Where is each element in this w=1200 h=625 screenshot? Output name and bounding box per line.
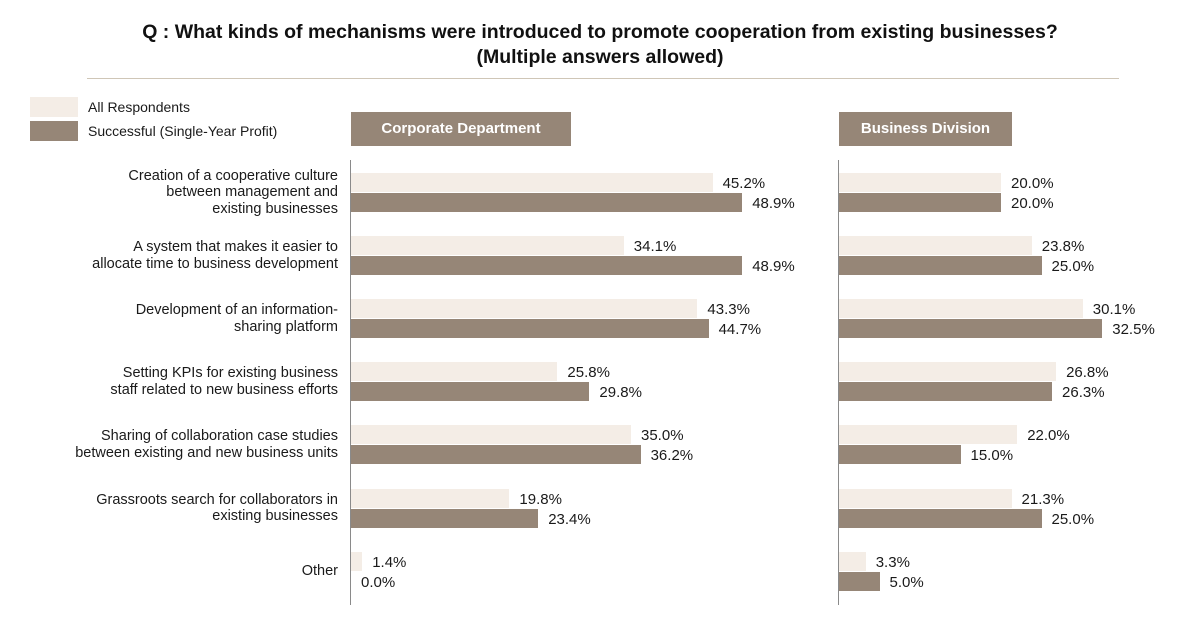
data-label-corporate-department: 35.0% xyxy=(641,427,684,445)
category-label-line: Development of an information- xyxy=(135,302,338,319)
bar-business-division-successful xyxy=(839,508,1042,528)
bar-corporate-department-all-respondents xyxy=(351,236,624,256)
data-label-corporate-department: 36.2% xyxy=(650,447,694,465)
data-label-business-division: 30.1% xyxy=(1092,301,1136,319)
bar-business-division-all-respondents xyxy=(839,488,1012,508)
category-label-line: existing businesses xyxy=(212,200,338,217)
bar-corporate-department-all-respondents xyxy=(351,362,558,382)
bar-corporate-department-successful xyxy=(351,445,641,465)
bar-business-division-all-respondents xyxy=(839,236,1032,256)
bar-corporate-department-successful xyxy=(351,382,590,402)
category-label-line: Grassroots search for collaborators in xyxy=(96,491,338,508)
data-label-corporate-department: 1.4% xyxy=(372,553,407,571)
category-label: Grassroots search for collaborators in ex… xyxy=(20,492,338,525)
category-label: Setting KPIs for existing business staff … xyxy=(20,365,338,398)
bar-business-division-successful xyxy=(839,571,880,591)
bar-corporate-department-all-respondents xyxy=(351,299,698,319)
bar-corporate-department-successful xyxy=(351,319,709,339)
data-label-business-division: 22.0% xyxy=(1027,427,1070,445)
data-label-corporate-department: 34.1% xyxy=(633,238,677,256)
bar-corporate-department-all-respondents xyxy=(351,173,713,192)
category-label: Sharing of collaboration case studies bet… xyxy=(20,428,338,461)
data-label-corporate-department: 0.0% xyxy=(361,573,396,591)
panel-header-corporate-department: Corporate Department xyxy=(351,112,571,146)
bar-business-division-all-respondents xyxy=(839,173,1001,192)
category-label-line: staff related to new business efforts xyxy=(110,381,338,398)
category-label-line: A system that makes it easier to xyxy=(133,239,338,256)
data-label-corporate-department: 48.9% xyxy=(752,258,795,276)
bar-business-division-all-respondents xyxy=(839,551,866,571)
title-divider xyxy=(87,78,1119,79)
data-label-business-division: 23.8% xyxy=(1041,238,1085,256)
category-label: A system that makes it easier to allocate… xyxy=(20,239,338,272)
category-label-line: existing businesses xyxy=(212,508,338,524)
data-label-business-division: 15.0% xyxy=(970,447,1014,465)
bar-corporate-department-all-respondents xyxy=(351,488,510,508)
legend-label-successful: Successful (Single-Year Profit) xyxy=(88,123,278,139)
axis-line-business xyxy=(838,160,839,605)
bar-business-division-successful xyxy=(839,193,1001,212)
category-label: Creation of a cooperative culture between… xyxy=(20,168,338,218)
data-label-business-division: 5.0% xyxy=(889,573,924,591)
data-label-business-division: 26.3% xyxy=(1062,384,1105,402)
category-label-line: between existing and new business units xyxy=(75,444,338,461)
bar-business-division-successful xyxy=(839,445,961,465)
bar-business-division-successful xyxy=(839,382,1053,402)
category-label-line: Sharing of collaboration case studies xyxy=(101,428,338,445)
bar-corporate-department-successful xyxy=(351,256,743,276)
data-label-business-division: 26.8% xyxy=(1066,364,1109,382)
legend-item-successful: Successful (Single-Year Profit) xyxy=(30,121,277,141)
bar-business-division-all-respondents xyxy=(839,362,1057,382)
bar-corporate-department-all-respondents xyxy=(351,425,631,445)
data-label-corporate-department: 23.4% xyxy=(548,510,591,528)
bar-business-division-all-respondents xyxy=(839,299,1083,319)
bar-corporate-department-successful xyxy=(351,508,539,528)
category-label: Other xyxy=(20,563,338,580)
bar-business-division-successful xyxy=(839,319,1103,339)
category-label-line: Other xyxy=(301,562,338,579)
panel-header-business-division: Business Division xyxy=(839,112,1012,146)
category-label-line: between management and xyxy=(166,184,338,201)
data-label-business-division: 25.0% xyxy=(1051,510,1095,528)
data-label-business-division: 25.0% xyxy=(1051,258,1095,276)
category-label-line: Setting KPIs for existing business xyxy=(122,365,338,382)
bar-corporate-department-all-respondents xyxy=(351,551,363,571)
axis-line-corporate xyxy=(350,160,351,605)
category-label: Development of an information-sharing pl… xyxy=(20,302,338,335)
bar-business-division-successful xyxy=(839,256,1042,276)
data-label-business-division: 3.3% xyxy=(875,553,910,571)
data-label-corporate-department: 19.8% xyxy=(519,490,562,508)
legend-swatch-successful xyxy=(30,121,78,141)
legend-item-all-respondents: All Respondents xyxy=(30,97,190,117)
category-label-line: allocate time to business development xyxy=(92,255,338,272)
data-label-corporate-department: 29.8% xyxy=(599,384,642,402)
data-label-corporate-department: 25.8% xyxy=(567,364,610,382)
bar-business-division-all-respondents xyxy=(839,425,1018,445)
data-label-business-division: 32.5% xyxy=(1112,321,1155,339)
data-label-corporate-department: 45.2% xyxy=(722,175,766,192)
category-label-line: sharing platform xyxy=(234,318,338,335)
data-label-business-division: 21.3% xyxy=(1021,490,1065,508)
chart-title: Q : What kinds of mechanisms were introd… xyxy=(142,21,1058,43)
chart-subtitle: (Multiple answers allowed) xyxy=(476,46,724,68)
data-label-business-division: 20.0% xyxy=(1011,175,1054,192)
data-label-business-division: 20.0% xyxy=(1011,195,1054,212)
data-label-corporate-department: 43.3% xyxy=(707,301,750,319)
category-label-line: Creation of a cooperative culture xyxy=(128,167,338,184)
legend-swatch-all-respondents xyxy=(30,97,78,117)
data-label-corporate-department: 44.7% xyxy=(718,321,762,339)
bar-corporate-department-successful xyxy=(351,193,743,212)
legend-label-all-respondents: All Respondents xyxy=(88,99,190,115)
data-label-corporate-department: 48.9% xyxy=(752,195,795,212)
